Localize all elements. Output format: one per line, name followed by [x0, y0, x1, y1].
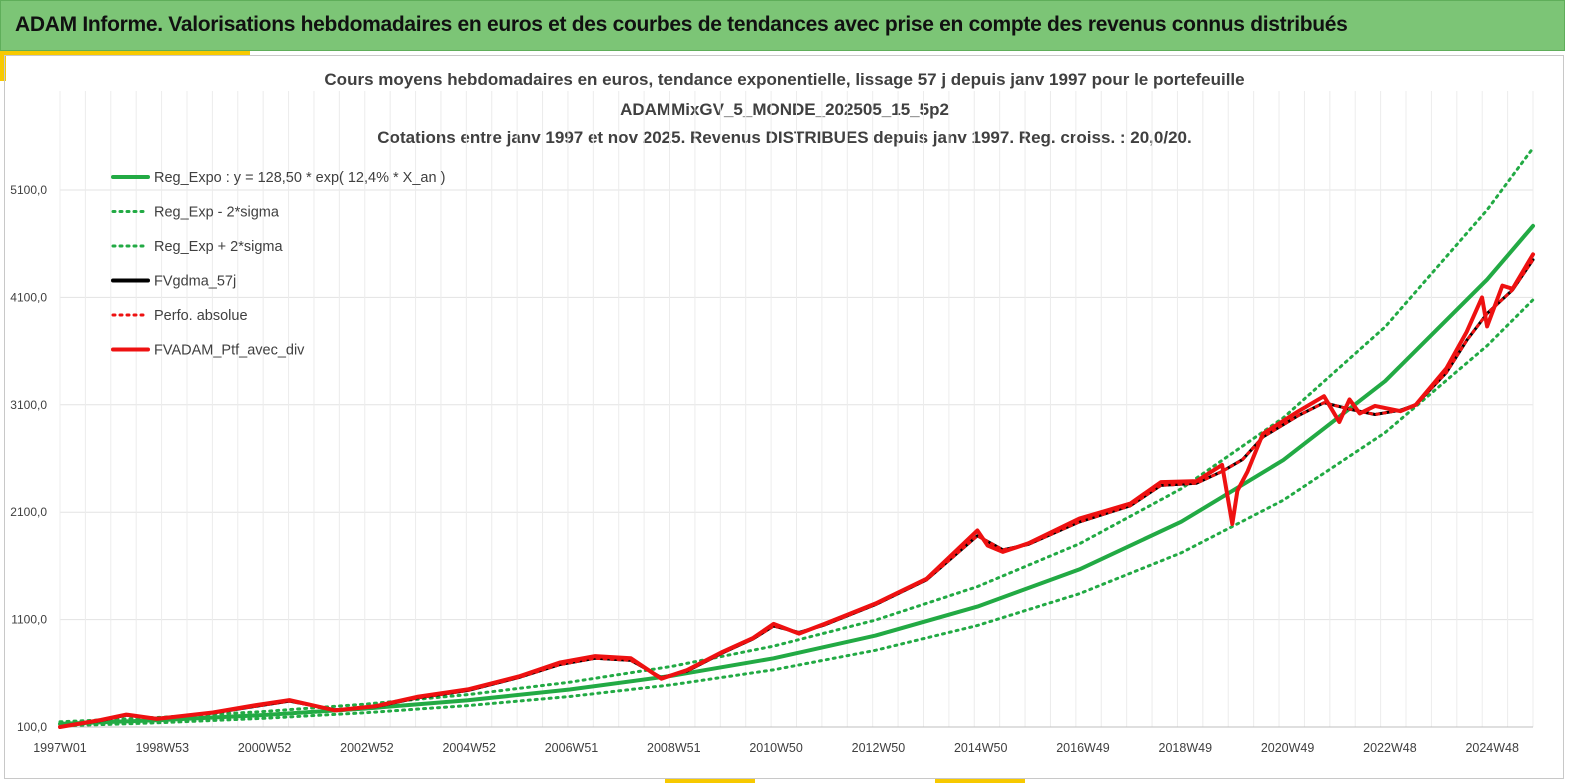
- x-tick-label: 2008W51: [647, 741, 701, 755]
- legend-label: FVgdma_57j: [154, 274, 236, 290]
- y-tick-label: 5100,0: [10, 183, 47, 197]
- chart-title-line-1: Cours moyens hebdomadaires en euros, ten…: [324, 70, 1245, 89]
- y-tick-label: 2100,0: [10, 505, 47, 519]
- x-tick-label: 2000W52: [238, 741, 292, 755]
- y-tick-label: 3100,0: [10, 398, 47, 412]
- x-tick-label: 2010W50: [749, 741, 803, 755]
- page-title: ADAM Informe. Valorisations hebdomadaire…: [15, 13, 1348, 36]
- x-tick-label: 2024W48: [1465, 741, 1519, 755]
- x-tick-label: 2004W52: [442, 741, 496, 755]
- y-tick-label: 1100,0: [11, 613, 47, 627]
- y-tick-label: 100,0: [17, 720, 47, 734]
- x-tick-label: 2020W49: [1261, 741, 1315, 755]
- legend-label: Perfo. absolue: [154, 308, 248, 324]
- x-tick-label: 2016W49: [1056, 741, 1110, 755]
- x-tick-label: 2022W48: [1363, 741, 1417, 755]
- header-bar: ADAM Informe. Valorisations hebdomadaire…: [0, 0, 1565, 51]
- chart-frame: [4, 55, 1564, 779]
- x-tick-label: 2012W50: [852, 741, 906, 755]
- x-tick-label: 2014W50: [954, 741, 1008, 755]
- y-tick-label: 4100,0: [10, 290, 47, 304]
- legend-label: Reg_Exp - 2*sigma: [154, 205, 280, 221]
- legend-label: FVADAM_Ptf_avec_div: [154, 343, 305, 359]
- legend-label: Reg_Expo : y = 128,50 * exp( 12,4% * X_a…: [154, 170, 445, 186]
- chart-title-line-3: Cotations entre janv 1997 et nov 2025. R…: [377, 128, 1192, 147]
- bottom-accent-2: [935, 779, 1025, 783]
- side-accent: [0, 51, 6, 81]
- series-line-6: [58, 252, 1535, 729]
- x-tick-label: 1997W01: [33, 741, 87, 755]
- header-accent: [0, 51, 250, 55]
- x-tick-label: 2002W52: [340, 741, 394, 755]
- series-line-2: [58, 298, 1535, 728]
- series-line-1: [58, 223, 1535, 726]
- x-tick-label: 2006W51: [545, 741, 599, 755]
- x-tick-label: 1998W53: [136, 741, 190, 755]
- chart-title-line-2: ADAMMixGV_5_MONDE_202505_15_5p2: [620, 100, 949, 119]
- x-tick-label: 2018W49: [1159, 741, 1213, 755]
- bottom-accent-1: [665, 779, 755, 783]
- legend-label: Reg_Exp + 2*sigma: [154, 239, 283, 255]
